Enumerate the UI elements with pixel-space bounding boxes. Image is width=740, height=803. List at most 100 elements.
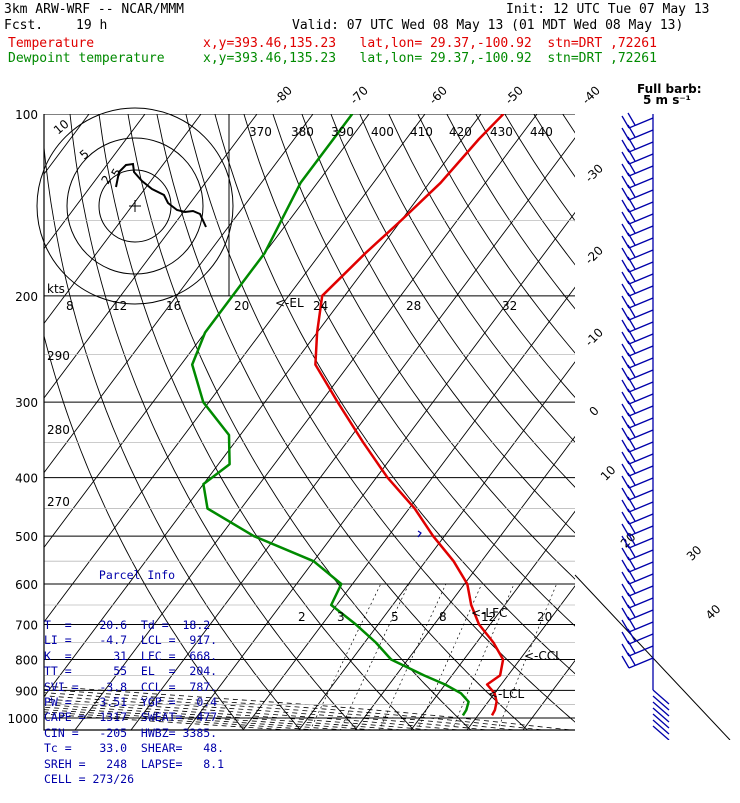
wind-barb [628,489,654,501]
theta-label-280: 280 [47,423,70,437]
dry-adiabat [708,114,740,731]
theta-e-label-400: 400 [371,125,394,139]
wind-barb [627,208,636,222]
wind-barb [628,285,654,297]
dry-adiabat [330,114,575,488]
wind-barb [627,268,636,282]
mixing-ratio-line [417,583,483,730]
wind-barb [628,633,654,645]
mixing-ratio-label-8: 8 [439,610,447,624]
barb-legend-title: Full barb: [637,82,702,96]
parcel-row: LI = -4.7 LCL = 917. [44,633,218,648]
wind-barb [628,357,654,369]
temperature-tick-10: 10 [598,463,619,484]
dry-adiabat [475,114,575,266]
hodo-speed-label-8: 8 [66,299,74,313]
wind-barb [627,352,636,366]
wind-barb [628,501,654,513]
hodo-speed-label-16: 16 [166,299,181,313]
wind-barb [628,189,654,201]
wind-barb [627,112,636,126]
wind-barb [628,441,654,453]
mixing-ratio-label-20: 20 [537,610,552,624]
wind-barb [627,328,636,342]
wind-barb [627,220,636,234]
hodograph-ring-1 [66,137,204,275]
wind-barb [652,695,670,711]
wind-barb [627,436,636,450]
wind-barb [627,232,636,246]
parcel-info-title: Parcel Info [98,567,176,582]
dry-adiabat [650,114,740,731]
wind-barb [627,388,636,402]
theta-e-label-420: 420 [449,125,472,139]
wind-barb [627,160,636,174]
wind-barb [627,412,636,426]
wind-barb [627,544,636,558]
wind-barb [627,604,636,618]
theta-e-label-390: 390 [331,125,354,139]
wind-barb [628,165,654,177]
wind-barb [628,309,654,321]
hodo-speed-label-24: 24 [313,299,328,313]
hodo-speed-label-20: 20 [234,299,249,313]
wind-barb [628,201,654,213]
wind-barb [627,580,636,594]
parcel-row: PW = 3.51 YGP = 0.4 [44,695,218,710]
wind-barb [628,453,654,465]
wind-barb [628,405,654,417]
isotherm [0,101,43,740]
wind-barb [627,496,636,510]
wind-barb [628,537,654,549]
isotherm [44,114,202,325]
wind-barb [627,124,636,138]
isotherm [44,114,314,474]
plot-frame [43,114,575,731]
hodograph-ring-2 [36,107,234,305]
dry-adiabat [185,114,575,723]
theta-e-label-430: 430 [490,125,513,139]
wind-barb [627,448,636,462]
dry-adiabat [44,143,302,730]
temperature-tick--10: -10 [582,325,606,349]
wind-barb [627,616,636,630]
wind-barb [628,609,654,621]
wind-barb [627,508,636,522]
wind-barb [627,292,636,306]
wind-barb [652,689,670,705]
wind-barb [628,381,654,393]
temperature-tick--60: -60 [426,83,450,107]
wind-barb [652,725,670,740]
temperature-tick-40: 40 [703,602,724,623]
wind-barb [627,628,636,642]
theta-e-label-440: 440 [530,125,553,139]
theta-label-270: 270 [47,495,70,509]
wind-barb [627,376,636,390]
wind-barb [627,484,636,498]
parcel-row: Tc = 33.0 SHEAR= 48. [44,741,225,756]
wind-barb [627,340,636,354]
lcl-annotation: <-LCL [488,687,524,701]
wind-barb [628,153,654,165]
wind-barb [628,261,654,273]
parcel-row: TT = 55 EL = 204. [44,664,218,679]
parcel-row: T = 20.6 Td = 18.2 [44,618,211,633]
mixing-ratio-label-2: 2 [298,610,306,624]
pressure-label-700: 700 [15,618,38,632]
wind-barb [627,592,636,606]
isotherm [44,114,258,399]
parcel-marker [417,530,422,538]
wind-barb [628,393,654,405]
dry-adiabat [98,114,415,730]
wind-barb [627,568,636,582]
wind-barb [627,640,636,654]
wind-barb [628,177,654,189]
moist-adiabat [44,688,547,730]
wind-barb [627,304,636,318]
wind-barb [628,525,654,537]
parcel-row: SREH = 248 LAPSE= 8.1 [44,756,225,771]
dry-adiabat [679,114,740,731]
parcel-info-panel: Parcel Info T = 20.6 Td = 18.2 LI = -4.7 … [44,537,230,786]
pressure-label-900: 900 [15,684,38,698]
